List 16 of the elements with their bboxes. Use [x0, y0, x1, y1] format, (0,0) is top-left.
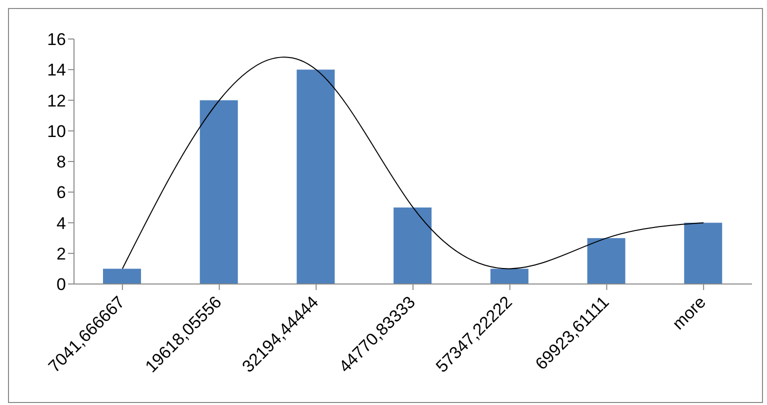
- bar: [103, 268, 141, 284]
- bar: [684, 222, 722, 284]
- bar: [394, 207, 432, 284]
- y-tick-label: 2: [56, 244, 66, 264]
- bar: [200, 100, 238, 284]
- y-tick-label: 0: [56, 275, 66, 294]
- y-tick-label: 12: [47, 91, 66, 110]
- y-tick-label: 6: [56, 183, 66, 202]
- y-tick-label: 16: [47, 30, 66, 50]
- bar: [587, 238, 626, 284]
- y-tick-label: 8: [56, 152, 66, 172]
- bar: [490, 268, 528, 284]
- bar: [296, 70, 335, 284]
- y-tick-label: 4: [56, 214, 66, 233]
- y-tick-label: 14: [47, 60, 66, 80]
- y-tick-label: 10: [47, 122, 66, 141]
